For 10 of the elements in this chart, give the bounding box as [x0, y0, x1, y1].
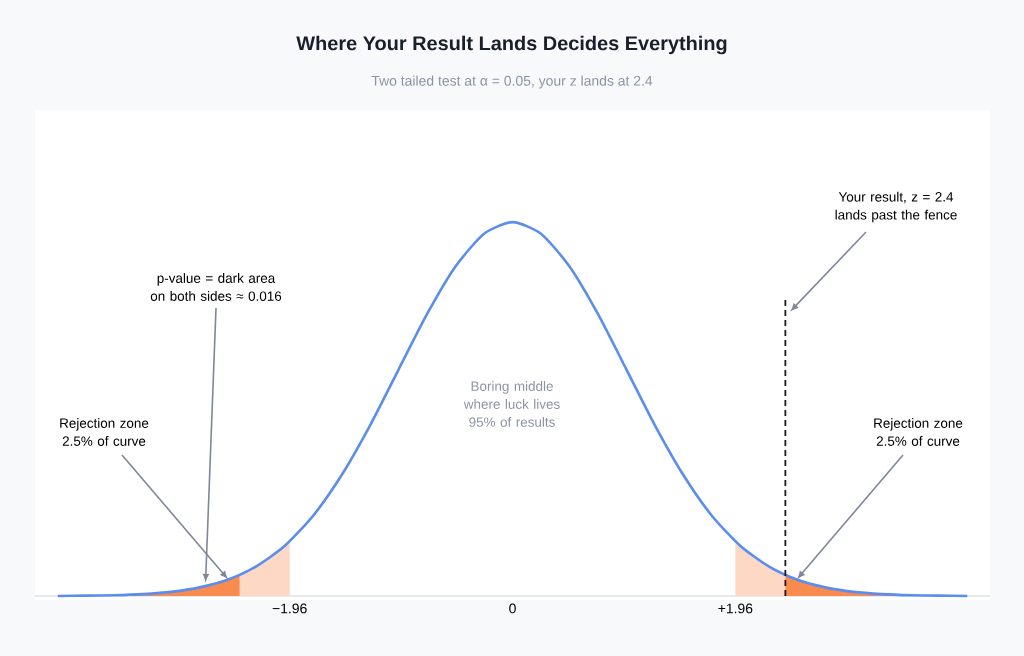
x-tick-label: 0: [509, 603, 516, 614]
chart-subtitle: Two tailed test at α = 0.05, your z lands at 2.4: [371, 75, 653, 89]
x-tick-label: +1.96: [718, 603, 753, 614]
annotation: Rejection zone 2.5% of curve: [60, 418, 149, 446]
annotation: Your result, z = 2.4 lands past the fence: [835, 191, 957, 223]
annotation: p-value = dark area on both sides ≈ 0.016: [150, 273, 282, 301]
annotation: Boring middle where luck lives 95% of results: [463, 381, 560, 427]
annotation: Rejection zone 2.5% of curve: [874, 418, 963, 446]
x-tick-label: −1.96: [272, 603, 307, 614]
chart-title: Where Your Result Lands Decides Everything: [296, 35, 727, 55]
